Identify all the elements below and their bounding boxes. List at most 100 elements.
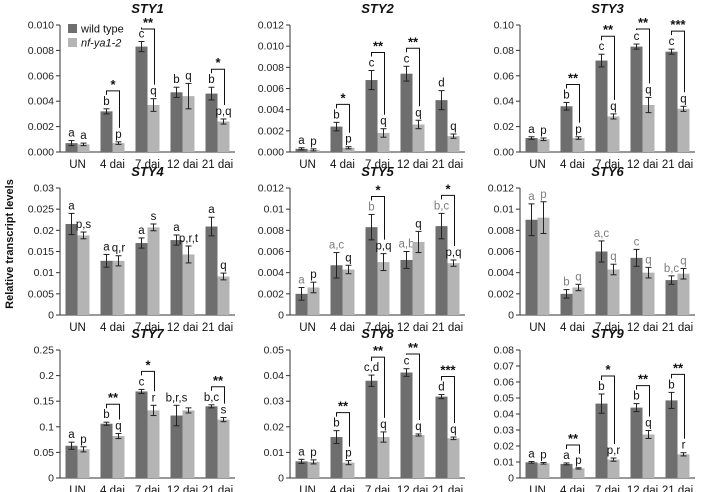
legend-swatch-nf-ya1-2 (68, 38, 77, 47)
bar-wild-type (665, 280, 678, 315)
bar-wild-type (65, 223, 78, 315)
bar-nf-ya1-2 (182, 254, 195, 315)
significance-letter: p,s (76, 219, 92, 231)
y-tick-label: 0.00 (494, 147, 515, 159)
bar-nf-ya1-2 (147, 227, 160, 315)
x-tick-label: 12 dai (627, 159, 658, 171)
y-tick-label: 0.04 (494, 96, 515, 108)
panel-title: STY6 (591, 164, 624, 179)
x-tick-label: UN (529, 485, 546, 492)
bar-wild-type (400, 372, 413, 478)
x-tick-label: UN (69, 322, 86, 334)
bar-nf-ya1-2 (307, 287, 320, 315)
significance-bracket (566, 83, 580, 123)
x-tick-label: 12 dai (627, 322, 658, 334)
y-tick-label: 0.006 (28, 70, 54, 82)
x-tick-label: UN (69, 159, 86, 171)
significance-stars: ** (408, 340, 419, 355)
significance-stars: * (340, 90, 346, 105)
significance-letter: a (68, 429, 75, 441)
significance-letter: r (682, 440, 686, 452)
significance-letter: a (173, 222, 180, 234)
x-tick-label: 4 dai (560, 485, 585, 492)
significance-letter: p (310, 136, 316, 148)
significance-bracket (441, 376, 455, 424)
significance-letter: q (680, 93, 686, 105)
bar-wild-type (205, 93, 218, 152)
legend-swatch-wild-type (68, 24, 77, 33)
significance-letter: a (68, 200, 75, 212)
y-tick-label: 0.02 (494, 121, 515, 133)
significance-letter: a (528, 449, 535, 461)
x-tick-label: 12 dai (167, 322, 198, 334)
x-tick-label: 4 dai (330, 159, 355, 171)
y-tick-label: 0 (278, 473, 284, 485)
bar-wild-type (665, 51, 678, 152)
significance-stars: * (215, 55, 221, 70)
bar-nf-ya1-2 (642, 105, 655, 152)
y-tick-label: 0.008 (28, 45, 54, 57)
panel-sty7: STY7 0 0.05 0.1 0.15 0.2 0.25 a p UN bq 4 dai cr 7 da… (34, 326, 235, 492)
bar-wild-type (595, 251, 608, 315)
significance-letter: p,q (376, 241, 392, 253)
y-tick-label: 0.025 (28, 204, 54, 216)
bar-wild-type (170, 415, 183, 478)
significance-letter: q (415, 107, 421, 119)
bar-nf-ya1-2 (642, 434, 655, 478)
significance-letter: a (103, 241, 110, 253)
significance-letter: p (575, 124, 581, 136)
y-tick-label: 0.008 (258, 225, 284, 237)
significance-letter: q (345, 252, 351, 264)
bar-wild-type (525, 138, 538, 152)
y-tick-label: 0.02 (494, 441, 515, 453)
y-tick-label: 0.03 (34, 183, 55, 195)
significance-bracket (141, 370, 155, 392)
significance-letter: q (610, 101, 616, 113)
significance-bracket (371, 356, 385, 418)
bar-wild-type (65, 143, 78, 152)
bar-nf-ya1-2 (607, 459, 620, 478)
significance-letter: b,c (664, 263, 680, 275)
significance-stars: ** (568, 431, 579, 446)
significance-letter: p (575, 455, 581, 467)
significance-letter: c (599, 41, 605, 53)
significance-letter: a (528, 124, 535, 136)
significance-stars: * (605, 362, 611, 377)
y-tick-label: 0.1 (39, 421, 54, 433)
x-tick-label: UN (299, 485, 316, 492)
bar-nf-ya1-2 (112, 260, 125, 315)
significance-letter: q (220, 260, 226, 272)
legend-label: nf-ya1-2 (81, 38, 121, 50)
x-tick-label: UN (69, 485, 86, 492)
significance-bracket (566, 444, 580, 454)
y-tick-label: 0.005 (28, 288, 54, 300)
bar-wild-type (100, 260, 113, 315)
significance-letter: p,q (446, 247, 462, 259)
significance-bracket (336, 103, 350, 133)
x-tick-label: UN (299, 159, 316, 171)
bar-wild-type (365, 80, 378, 152)
bar-nf-ya1-2 (147, 105, 160, 152)
bar-wild-type (630, 407, 643, 478)
significance-letter: c (669, 36, 675, 48)
y-tick-label: 0.05 (264, 345, 285, 357)
significance-letter: q (185, 70, 191, 82)
significance-letter: a (80, 130, 87, 142)
y-tick-label: 0 (48, 473, 54, 485)
significance-letter: b (173, 74, 179, 86)
bar-nf-ya1-2 (677, 273, 690, 315)
bar-wild-type (295, 461, 308, 478)
x-tick-label: UN (529, 322, 546, 334)
significance-letter: b (333, 109, 339, 121)
bar-nf-ya1-2 (342, 269, 355, 315)
significance-letter: b (633, 391, 639, 403)
bar-nf-ya1-2 (342, 147, 355, 152)
x-tick-label: 21 dai (432, 485, 463, 492)
y-tick-label: 0.002 (28, 121, 54, 133)
y-tick-label: 0.10 (494, 20, 515, 32)
bar-wild-type (560, 463, 573, 478)
bar-wild-type (630, 257, 643, 315)
significance-letter: c,d (364, 362, 379, 374)
panel-title: STY9 (591, 326, 624, 341)
